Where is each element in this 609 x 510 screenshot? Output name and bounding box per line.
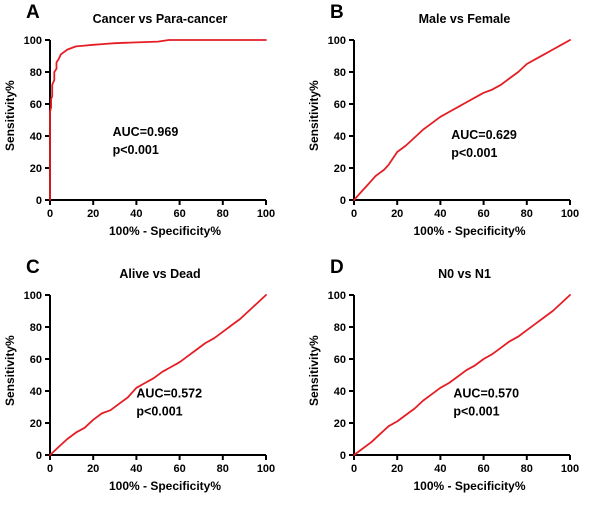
svg-text:40: 40	[130, 463, 142, 475]
chart-title-c: Alive vs Dead	[119, 267, 201, 281]
svg-text:40: 40	[130, 208, 142, 220]
panel-c: C Alive vs Dead Sensitivity% 0 20 40 60 80 10…	[0, 255, 304, 510]
panel-a: A Cancer vs Para-cancer Sensitivity% 0 20…	[0, 0, 304, 255]
svg-text:80: 80	[217, 208, 229, 220]
svg-text:40: 40	[434, 463, 446, 475]
svg-text:p<0.001: p<0.001	[113, 143, 159, 157]
svg-text:0: 0	[351, 208, 357, 220]
panel-letter-c: C	[26, 257, 41, 278]
chart-title-a: Cancer vs Para-cancer	[92, 12, 228, 26]
plot-area-a: Sensitivity% 0 20 40 60 80 100 0 20 40 60 80 100 AUC…	[0, 32, 304, 224]
chart-title-b: Male vs Female	[418, 12, 511, 26]
svg-text:60: 60	[173, 463, 185, 475]
svg-text:100: 100	[561, 463, 579, 475]
chart-title-d: N0 vs N1	[438, 267, 491, 281]
svg-text:80: 80	[217, 463, 229, 475]
panel-letter-d: D	[330, 257, 345, 278]
svg-text:AUC=0.570: AUC=0.570	[453, 386, 519, 400]
svg-text:100: 100	[257, 463, 275, 475]
svg-text:20: 20	[334, 418, 346, 430]
svg-text:AUC=0.572: AUC=0.572	[136, 386, 202, 400]
svg-text:20: 20	[391, 208, 403, 220]
svg-text:60: 60	[334, 99, 346, 111]
roc-plot-a: 0 20 40 60 80 100 0 20 40 60 80 100 AUC=0.969 p<0.001	[24, 35, 276, 220]
svg-text:100: 100	[24, 290, 42, 302]
panel-b: B Male vs Female Sensitivity% 0 20 40 60 80 1…	[304, 0, 609, 255]
panel-d: D N0 vs N1 Sensitivity% 0 20 40 60 80 100 0 20 4…	[304, 255, 609, 510]
svg-text:80: 80	[30, 322, 42, 334]
svg-text:p<0.001: p<0.001	[453, 404, 499, 418]
plot-area-b: Sensitivity% 0 20 40 60 80 100 0 20 40 60 80 100 AUC…	[304, 32, 609, 224]
svg-text:20: 20	[30, 163, 42, 175]
plot-area-c: Sensitivity% 0 20 40 60 80 100 0 20 40 60 80 100 AUC…	[0, 287, 304, 479]
svg-text:0: 0	[351, 463, 357, 475]
x-axis-label-d: 100% - Specificity%	[413, 479, 526, 493]
roc-plot-b: 0 20 40 60 80 100 0 20 40 60 80 100 AUC=0.629 p<0.001	[328, 35, 580, 220]
svg-text:80: 80	[30, 67, 42, 79]
svg-text:20: 20	[334, 163, 346, 175]
svg-text:80: 80	[521, 208, 533, 220]
roc-plot-d: 0 20 40 60 80 100 0 20 40 60 80 100 AUC=0.570 p<0.001	[328, 290, 580, 475]
svg-text:60: 60	[334, 354, 346, 366]
svg-text:60: 60	[30, 99, 42, 111]
svg-text:60: 60	[30, 354, 42, 366]
y-axis-label-d: Sensitivity%	[307, 335, 321, 407]
svg-text:100: 100	[328, 290, 346, 302]
svg-text:0: 0	[36, 195, 42, 207]
svg-text:40: 40	[334, 386, 346, 398]
svg-text:60: 60	[477, 463, 489, 475]
svg-text:80: 80	[334, 67, 346, 79]
panel-letter-b: B	[330, 2, 345, 23]
y-axis-label-c: Sensitivity%	[3, 335, 17, 407]
x-axis-label-a: 100% - Specificity%	[108, 224, 222, 238]
y-axis-label-a: Sensitivity%	[3, 80, 17, 152]
svg-text:100: 100	[328, 35, 346, 47]
svg-text:AUC=0.629: AUC=0.629	[451, 128, 517, 142]
svg-text:0: 0	[47, 463, 53, 475]
svg-text:0: 0	[340, 450, 346, 462]
svg-text:AUC=0.969: AUC=0.969	[113, 125, 179, 139]
x-axis-label-c: 100% - Specificity%	[108, 479, 222, 493]
plot-area-d: Sensitivity% 0 20 40 60 80 100 0 20 40 60 80 100 AUC…	[304, 287, 609, 479]
y-axis-label-b: Sensitivity%	[307, 80, 321, 152]
svg-text:0: 0	[47, 208, 53, 220]
svg-text:60: 60	[477, 208, 489, 220]
svg-text:0: 0	[36, 450, 42, 462]
svg-text:100: 100	[257, 208, 275, 220]
svg-text:80: 80	[521, 463, 533, 475]
svg-text:100: 100	[561, 208, 579, 220]
svg-text:20: 20	[87, 463, 99, 475]
svg-text:20: 20	[30, 418, 42, 430]
svg-text:80: 80	[334, 322, 346, 334]
svg-text:40: 40	[334, 131, 346, 143]
svg-text:20: 20	[391, 463, 403, 475]
svg-text:40: 40	[434, 208, 446, 220]
svg-text:p<0.001: p<0.001	[136, 404, 182, 418]
svg-text:20: 20	[87, 208, 99, 220]
panel-letter-a: A	[26, 2, 41, 23]
roc-plot-c: 0 20 40 60 80 100 0 20 40 60 80 100 AUC=0.572 p<0.001	[24, 290, 276, 475]
svg-text:100: 100	[24, 35, 42, 47]
svg-text:p<0.001: p<0.001	[451, 146, 497, 160]
svg-text:40: 40	[30, 386, 42, 398]
x-axis-label-b: 100% - Specificity%	[413, 224, 526, 238]
svg-text:0: 0	[340, 195, 346, 207]
svg-text:40: 40	[30, 131, 42, 143]
svg-text:60: 60	[173, 208, 185, 220]
